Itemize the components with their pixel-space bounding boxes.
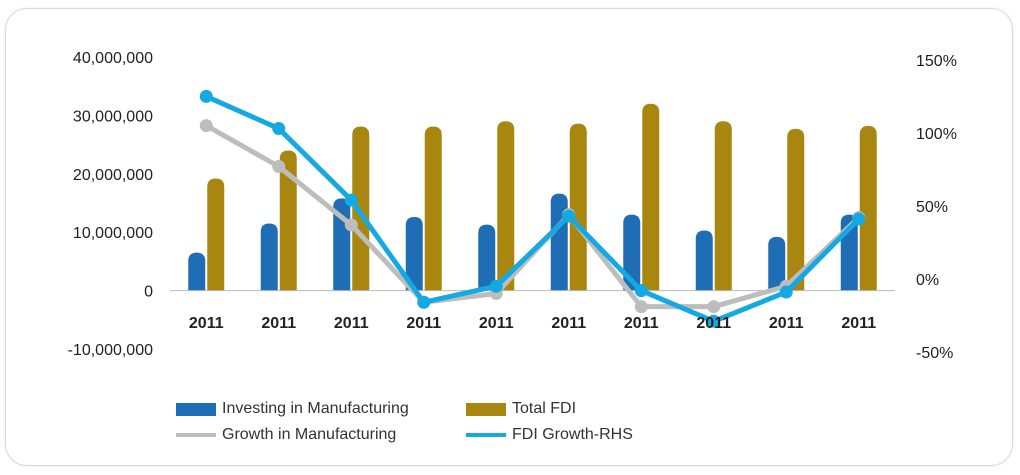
bar-total-fdi — [207, 178, 225, 291]
category-label: 2011 — [624, 315, 659, 332]
point-growth-manufacturing — [272, 160, 286, 173]
bar-investing — [623, 214, 641, 291]
category-label: 2011 — [406, 315, 441, 332]
point-fdi-growth — [707, 314, 721, 328]
bar-investing — [478, 224, 496, 291]
point-fdi-growth — [489, 279, 503, 293]
bar-investing — [695, 230, 713, 291]
category-label: 2011 — [769, 315, 804, 332]
point-fdi-growth — [199, 89, 213, 103]
point-fdi-growth — [344, 193, 358, 207]
right-axis-tick: 50% — [916, 199, 948, 216]
right-axis-tick: 100% — [916, 126, 957, 143]
bar-total-fdi — [714, 121, 732, 291]
bar-investing — [260, 223, 278, 291]
point-fdi-growth — [779, 285, 793, 299]
bar-investing — [405, 217, 423, 291]
bar-total-fdi — [569, 123, 587, 291]
category-label: 2011 — [261, 315, 296, 332]
bar-investing — [768, 236, 786, 291]
bar-total-fdi — [279, 150, 297, 291]
category-label: 2011 — [841, 315, 876, 332]
category-labels: 2011 2011 2011 2011 2011 2011 2011 2011 2011 2011 — [189, 315, 876, 332]
point-fdi-growth — [562, 209, 576, 223]
bar-investing — [188, 252, 206, 291]
right-axis-tick: 0% — [916, 272, 939, 289]
point-growth-manufacturing — [199, 119, 213, 133]
bar-total-fdi — [642, 103, 660, 291]
bar-total-fdi — [352, 126, 370, 291]
right-axis-tick: -50% — [916, 345, 953, 362]
right-axis-tick: 150% — [916, 53, 957, 70]
left-axis-tick: 30,000,000 — [73, 108, 153, 125]
line-fdi-growth — [205, 94, 861, 324]
point-fdi-growth — [852, 212, 866, 226]
point-growth-manufacturing — [707, 300, 721, 314]
left-axis-tick: -10,000,000 — [68, 342, 154, 359]
left-axis-ticks: 40,000,000 30,000,000 20,000,000 10,000,000… — [68, 50, 154, 359]
category-label: 2011 — [551, 315, 586, 332]
point-fdi-growth — [272, 122, 286, 136]
point-fdi-growth — [417, 295, 431, 309]
category-label: 2011 — [334, 315, 369, 332]
bar-total-fdi — [859, 125, 877, 291]
point-fdi-growth — [634, 284, 648, 298]
left-axis-tick: 40,000,000 — [73, 50, 153, 67]
point-growth-manufacturing — [344, 218, 358, 232]
category-label: 2011 — [696, 315, 731, 332]
bar-total-fdi — [424, 126, 442, 291]
left-axis-tick: 0 — [144, 284, 153, 301]
left-axis-tick: 10,000,000 — [73, 225, 153, 242]
category-label: 2011 — [479, 315, 514, 332]
left-axis-tick: 20,000,000 — [73, 167, 153, 184]
line-series — [199, 89, 866, 328]
point-growth-manufacturing — [634, 300, 648, 314]
bar-total-fdi — [787, 128, 805, 291]
bar-total-fdi — [497, 121, 515, 291]
bar-series — [188, 103, 877, 291]
category-label: 2011 — [189, 315, 224, 332]
bar-investing — [550, 193, 568, 291]
right-axis-ticks: 150% 100% 50% 0% -50% — [916, 53, 957, 362]
